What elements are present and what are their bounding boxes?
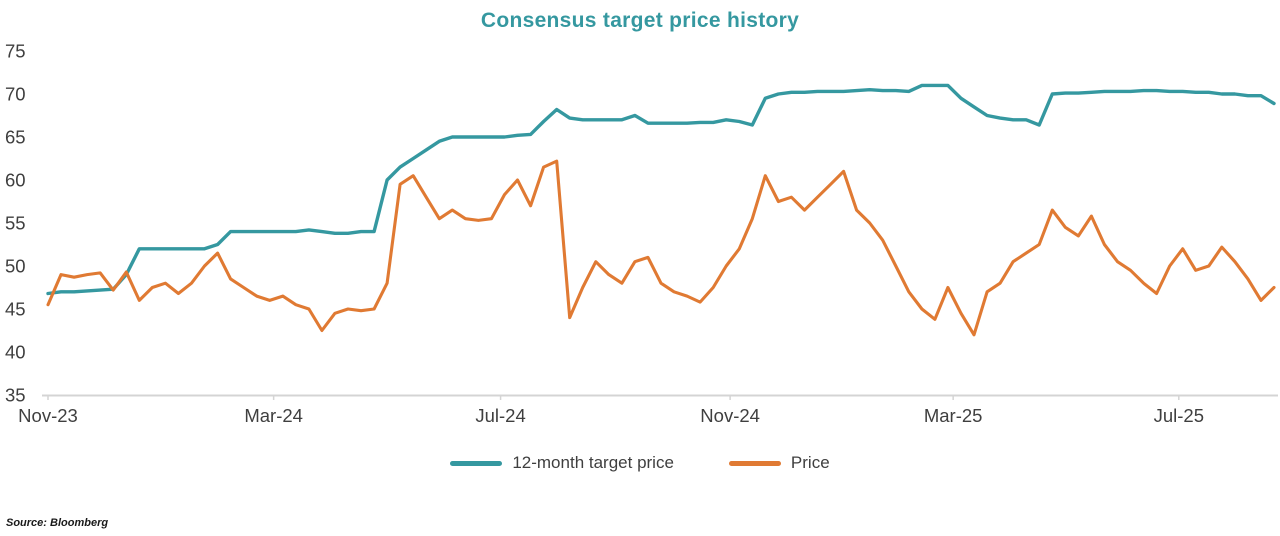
x-axis-tick-label: Jul-25: [1154, 405, 1204, 426]
y-axis-tick-label: 60: [5, 170, 26, 191]
y-axis-tick-label: 70: [5, 84, 26, 105]
legend-swatch-target-price: [450, 460, 503, 466]
y-axis-tick-label: 35: [5, 385, 26, 406]
x-axis-tick-label: Jul-24: [475, 405, 525, 426]
series-line-target-price: [46, 83, 1276, 296]
legend-item-price: Price: [728, 453, 830, 473]
chart-title: Consensus target price history: [480, 9, 800, 32]
x-axis-tick-label: Mar-25: [924, 405, 983, 426]
legend-item-target-price: 12-month target price: [450, 453, 674, 473]
x-axis-tick-label: Mar-24: [244, 405, 303, 426]
y-axis-tick-label: 65: [5, 127, 26, 148]
source-note: Source: Bloomberg: [6, 517, 109, 529]
y-axis-tick-label: 50: [5, 256, 26, 277]
legend-label-target-price: 12-month target price: [512, 453, 674, 472]
legend-label-price: Price: [790, 453, 830, 472]
y-axis-tick-label: 75: [5, 41, 26, 62]
y-axis-tick-label: 40: [5, 342, 26, 363]
y-axis-tick-label: 55: [5, 213, 26, 234]
chart-canvas: 35 40 45 50 55 60 65 70 75 Nov-23 Mar-24 Jul-24 Nov-…: [5, 41, 1278, 426]
series-line-price: [46, 159, 1276, 337]
legend-swatch-price: [728, 460, 781, 466]
x-axis-tick-label: Nov-23: [18, 405, 78, 426]
chart-legend: 12-month target price Price: [0, 453, 1280, 473]
x-axis-tick-label: Nov-24: [700, 405, 760, 426]
y-axis-tick-label: 45: [5, 299, 26, 320]
